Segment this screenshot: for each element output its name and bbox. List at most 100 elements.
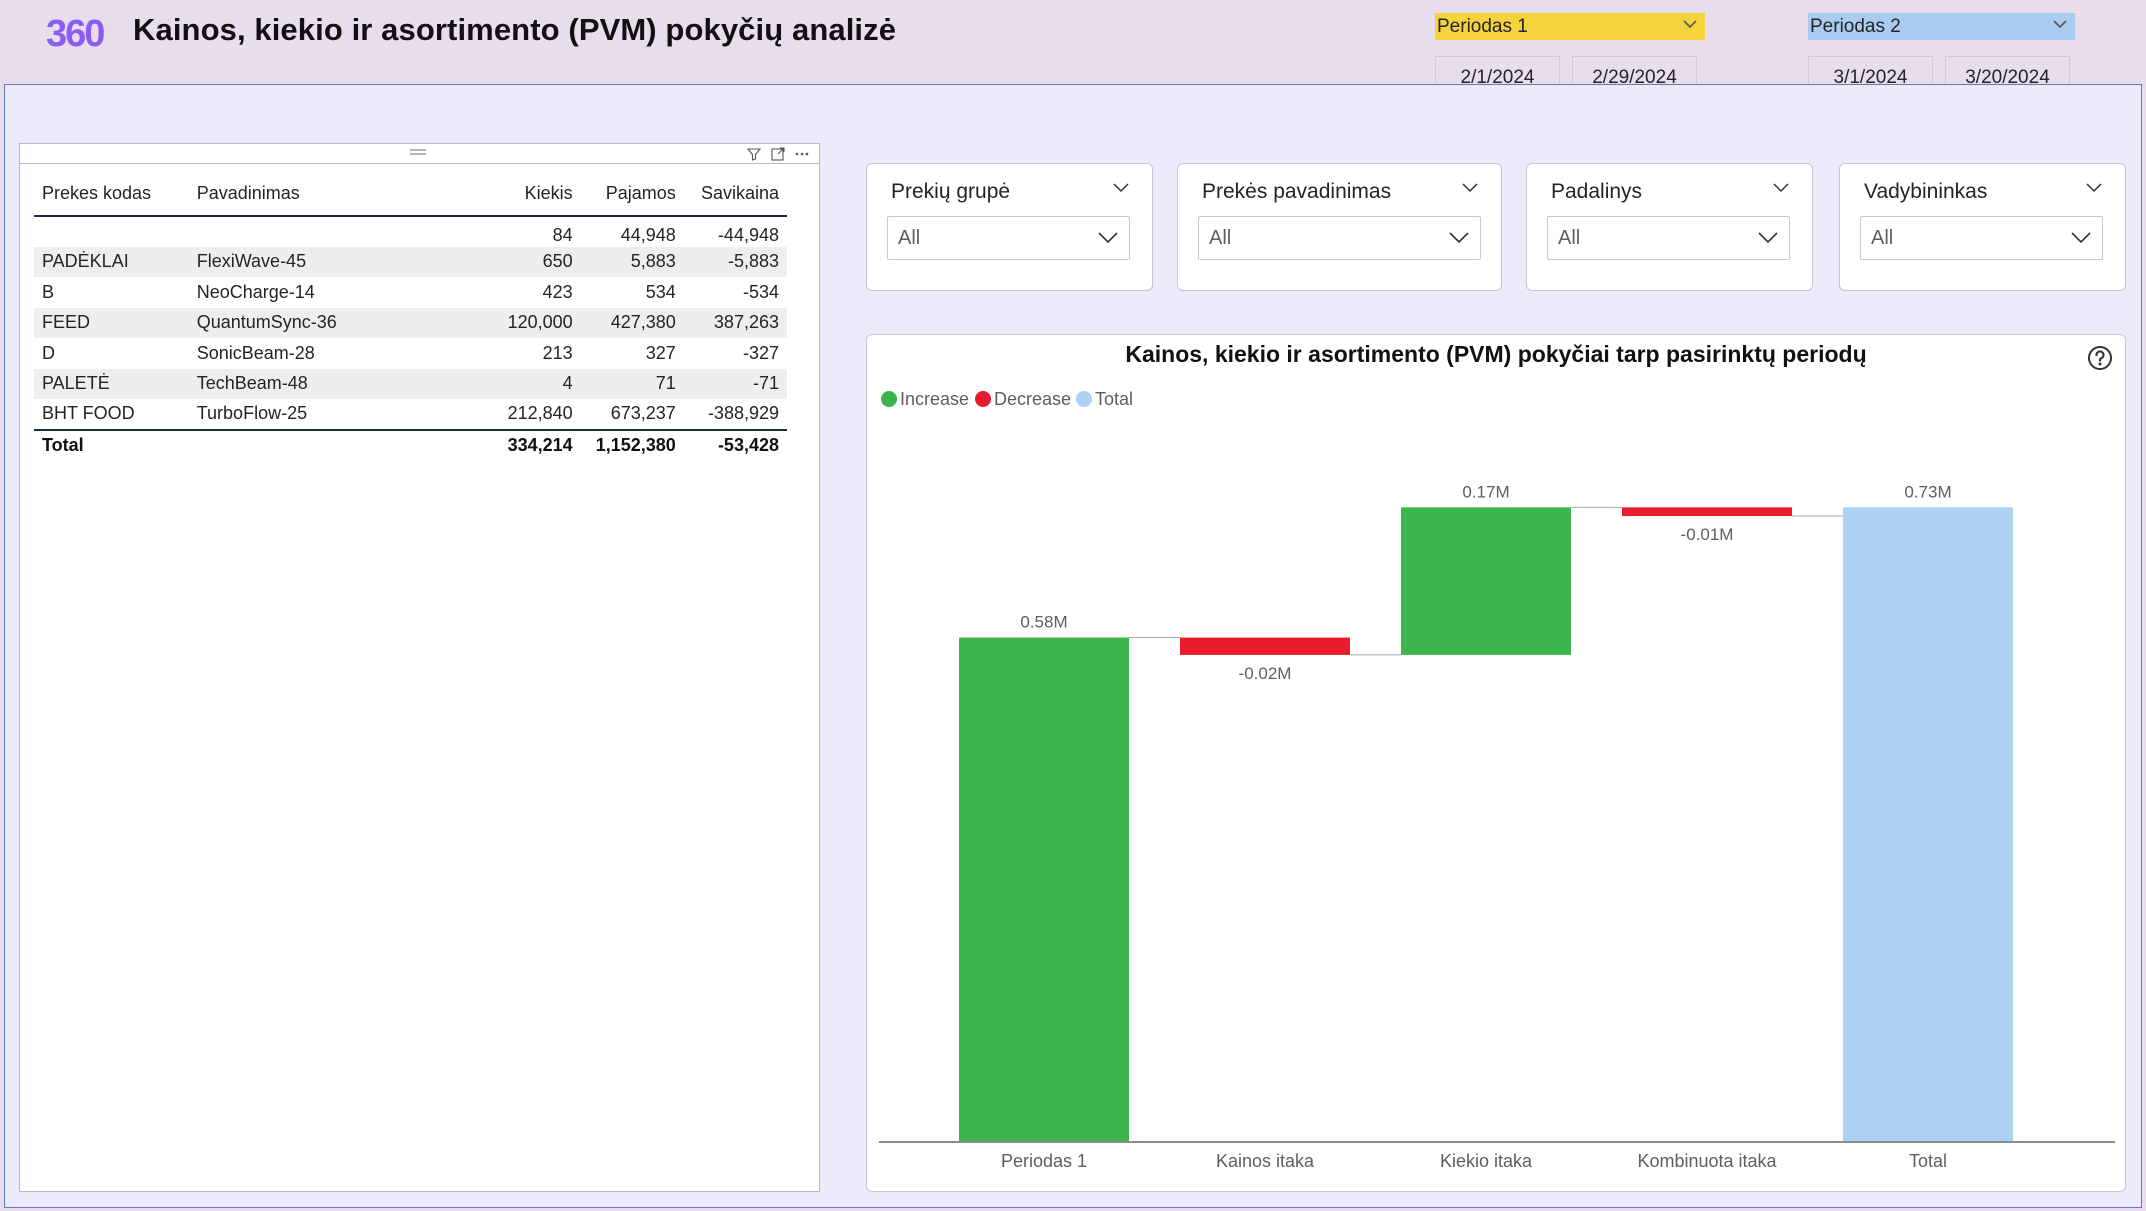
slicer-dropdown[interactable]: All — [1198, 216, 1481, 260]
cell: PALETĖ — [34, 368, 189, 399]
cell: PADĖKLAI — [34, 246, 189, 277]
chevron-down-icon[interactable] — [1461, 182, 1479, 194]
chevron-down-icon[interactable] — [1772, 182, 1790, 194]
slicer-value: All — [1558, 227, 1581, 249]
cell — [34, 216, 189, 247]
cell: 423 — [542, 281, 573, 302]
column-header[interactable]: Pavadinimas — [188, 172, 478, 217]
category-tick-label: Periodas 1 — [1001, 1151, 1087, 1171]
period2-start-date[interactable]: 3/1/2024 — [1808, 56, 1933, 88]
slicer-title: Vadybininkas — [1864, 180, 1988, 203]
bar-total[interactable] — [1843, 507, 2013, 1141]
table-row[interactable]: PADĖKLAI FlexiWave-45 650 5,883 -5,883 — [34, 246, 787, 277]
slicer-value: All — [898, 227, 921, 249]
table-row[interactable]: B NeoCharge-14 423 534 -534 — [34, 277, 787, 308]
drag-handle-icon[interactable] — [410, 149, 426, 155]
slicer-title: Padalinys — [1551, 180, 1643, 203]
slicer-title: Prekės pavadinimas — [1202, 180, 1392, 203]
cell: 120,000 — [477, 307, 581, 338]
period1-end-date[interactable]: 2/29/2024 — [1572, 56, 1697, 88]
bar-increase[interactable] — [959, 637, 1129, 1141]
data-label: 0.58M — [1020, 613, 1067, 632]
focus-mode-icon[interactable] — [770, 146, 786, 162]
slicer-dropdown[interactable]: All — [1547, 216, 1790, 260]
data-table: Prekes kodas Pavadinimas Kiekis Pajamos … — [34, 172, 787, 460]
cell: 44,948 — [620, 225, 676, 246]
period1-start-date[interactable]: 2/1/2024 — [1435, 56, 1560, 88]
bar-decrease[interactable] — [1180, 637, 1350, 655]
cell — [189, 216, 478, 247]
cell: FEED — [34, 307, 189, 338]
cell: -534 — [742, 281, 779, 302]
chevron-down-icon[interactable] — [1112, 182, 1130, 194]
chevron-down-icon — [1098, 232, 1118, 244]
table-row[interactable]: PALETĖ TechBeam-48 4 71 -71 — [34, 368, 787, 399]
bar-increase[interactable] — [1401, 507, 1571, 655]
legend-label: Increase — [900, 389, 970, 409]
table-visual[interactable]: Prekes kodas Pavadinimas Kiekis Pajamos … — [19, 143, 820, 1192]
total-label: Total — [34, 428, 189, 460]
chevron-down-icon[interactable] — [2085, 182, 2103, 194]
cell: 427,380 — [580, 307, 684, 338]
more-options-icon[interactable] — [794, 146, 810, 162]
slicer-dropdown[interactable]: All — [1860, 216, 2103, 260]
slicer-product-name: Prekės pavadinimas All — [1177, 163, 1502, 291]
legend-label: Decrease — [994, 389, 1072, 409]
waterfall-chart[interactable]: Kainos, kiekio ir asortimento (PVM) poky… — [866, 334, 2126, 1192]
column-header[interactable]: Prekes kodas — [34, 172, 189, 217]
cell: 5,883 — [580, 246, 684, 277]
category-tick-label: Kainos itaka — [1216, 1151, 1315, 1171]
bar-decrease[interactable] — [1622, 507, 1792, 517]
cell — [188, 428, 478, 460]
period1-dropdown[interactable]: Periodas 1 — [1435, 13, 1705, 40]
cell: 213 — [542, 342, 573, 363]
cell: 84 — [552, 225, 573, 246]
chart-plot: 0.58M Periodas 1 -0.02M Kainos itaka 0.17M Ki… — [879, 482, 2115, 1171]
data-label: -0.01M — [1681, 525, 1734, 544]
legend-dot — [881, 391, 897, 407]
table-row[interactable]: BHT FOOD TurboFlow-25 212,840 673,237 -388,… — [34, 399, 787, 430]
data-label: -0.02M — [1239, 664, 1292, 683]
slicer-dropdown[interactable]: All — [887, 216, 1130, 260]
table-header-row: Prekes kodas Pavadinimas Kiekis Pajamos … — [34, 172, 787, 217]
slicer-department: Padalinys All — [1526, 163, 1813, 291]
cell: 650 — [477, 246, 581, 277]
column-header[interactable]: Savikaina — [683, 172, 787, 217]
slicer-manager: Vadybininkas All — [1839, 163, 2126, 291]
table-row[interactable]: D SonicBeam-28 213 327 -327 — [34, 338, 787, 369]
legend-label: Total — [1095, 389, 1134, 409]
filter-icon[interactable] — [746, 146, 762, 162]
slicer-value: All — [1209, 227, 1232, 249]
legend-item-total[interactable]: Total — [1076, 389, 1133, 410]
cell: NeoCharge-14 — [196, 281, 315, 302]
cell: B — [42, 281, 55, 302]
period2-end-date[interactable]: 3/20/2024 — [1945, 56, 2070, 88]
category-tick-label: Kombinuota itaka — [1637, 1151, 1777, 1171]
period2-label: Periodas 2 — [1810, 16, 1901, 37]
cell: 71 — [580, 368, 684, 399]
table-row[interactable]: FEED QuantumSync-36 120,000 427,380 387,263 — [34, 307, 787, 338]
legend-item-increase[interactable]: Increase — [881, 389, 969, 410]
cell: SonicBeam-28 — [196, 342, 315, 363]
chevron-down-icon — [1758, 232, 1778, 244]
cell: 534 — [645, 281, 676, 302]
data-label: 0.17M — [1462, 482, 1509, 501]
legend-dot — [1076, 391, 1092, 407]
cell: -327 — [742, 342, 779, 363]
help-icon[interactable] — [2087, 345, 2113, 371]
cell: TurboFlow-25 — [196, 403, 308, 424]
logo-text: 360 — [46, 13, 104, 55]
slicer-product-group: Prekių grupė All — [866, 163, 1153, 291]
column-header[interactable]: Pajamos — [580, 172, 684, 217]
legend-item-decrease[interactable]: Decrease — [975, 389, 1071, 410]
logo-360: 360 — [46, 13, 106, 55]
chevron-down-icon — [1683, 20, 1697, 29]
table-total-row: Total 334,214 1,152,380 -53,428 — [34, 428, 787, 460]
slicer-title: Prekių grupė — [891, 180, 1011, 203]
period2-dropdown[interactable]: Periodas 2 — [1808, 13, 2075, 40]
legend-dot — [975, 391, 991, 407]
table-row[interactable]: 84 44,948 -44,948 — [34, 216, 787, 247]
data-label: 0.73M — [1904, 482, 1951, 501]
column-header[interactable]: Kiekis — [477, 172, 581, 217]
chart-title: Kainos, kiekio ir asortimento (PVM) poky… — [1125, 341, 1867, 367]
